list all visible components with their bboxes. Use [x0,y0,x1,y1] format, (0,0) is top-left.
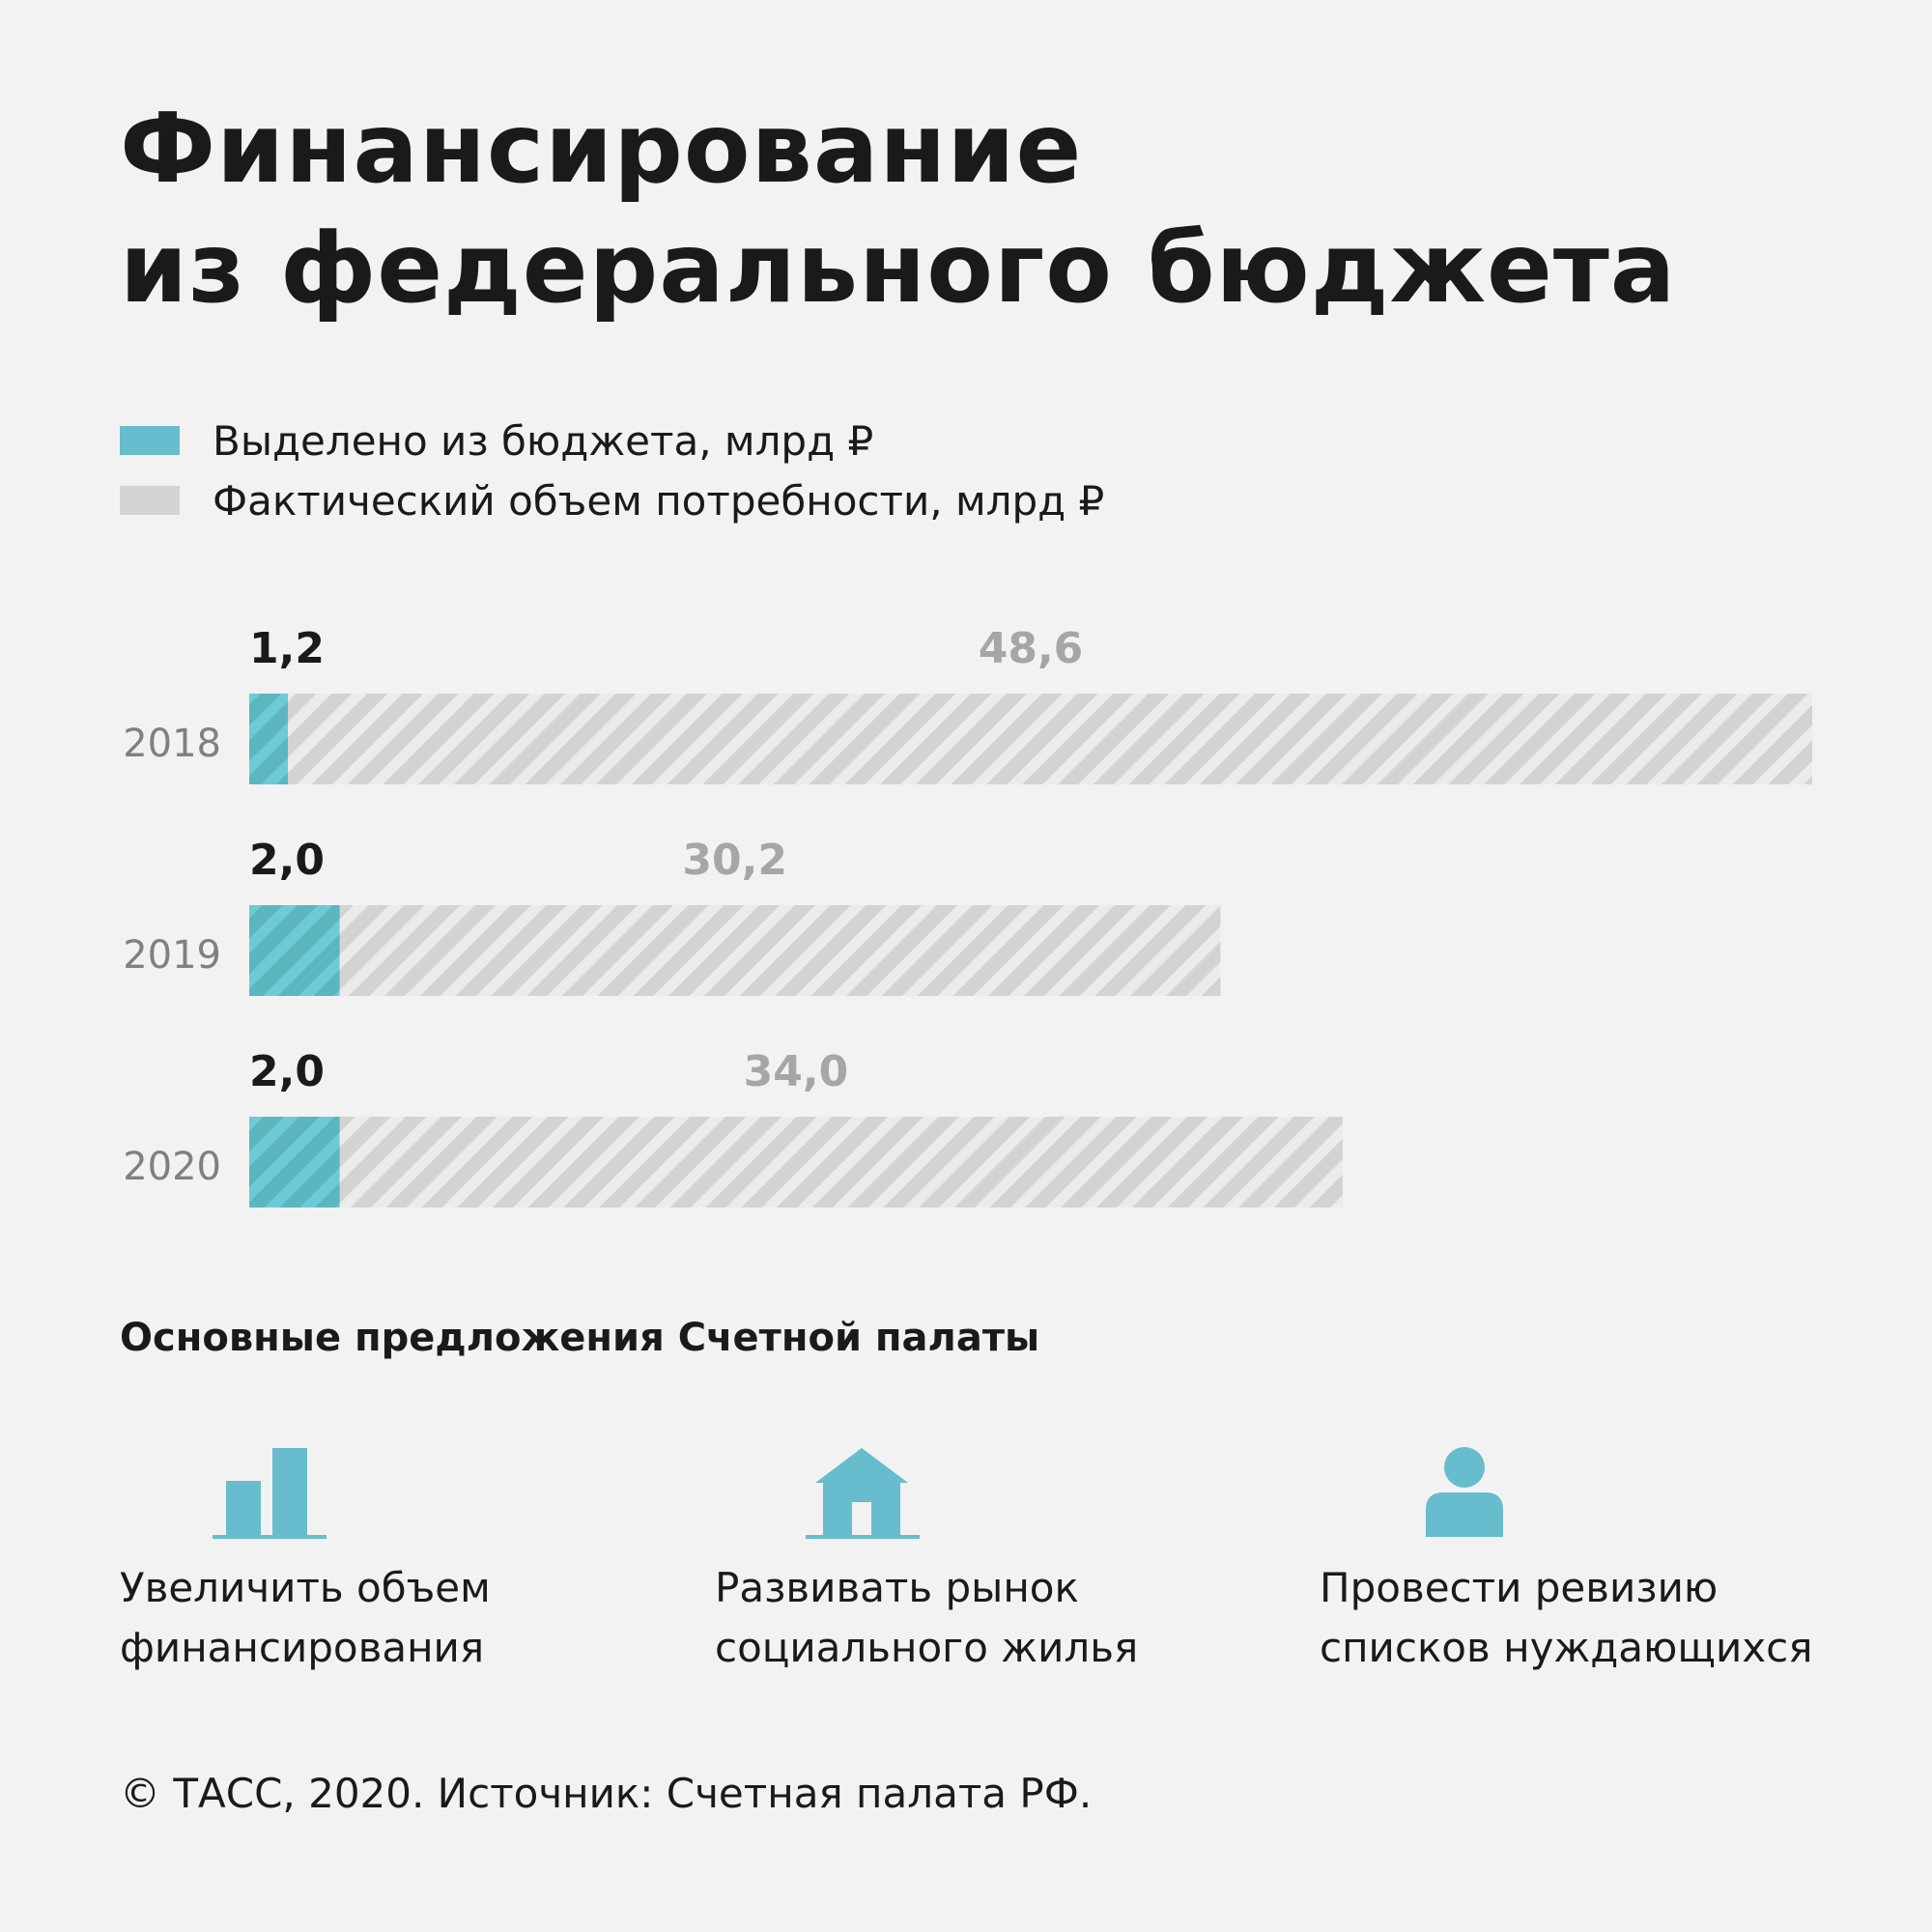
need-value-label-2018: 48,6 [979,624,1084,673]
need-value-label-2019: 30,2 [682,836,787,885]
funding-bar-chart: 2018 1,2 48,6 2019 2,0 30,2 2020 2,0 34,0 [123,624,1812,1208]
allocated-bar-2018 [249,694,288,784]
proposals-title: Основные предложения Счетной палаты [120,1316,1040,1360]
year-label-2020: 2020 [123,1145,221,1189]
allocated-value-label-2019: 2,0 [249,836,325,885]
source-footer: © ТАСС, 2020. Источник: Счетная палата Р… [120,1770,1093,1817]
legend-swatch-allocated [120,426,180,455]
chart-legend: Выделено из бюджета, млрд ₽ Фактический … [120,411,1104,530]
allocated-value-label-2020: 2,0 [249,1047,325,1096]
person-icon [1426,1447,1503,1537]
legend-item-allocated: Выделено из бюджета, млрд ₽ [120,411,1104,470]
proposal-text-3: Провести ревизию списков нуждающихся [1320,1564,1813,1671]
proposal-text-1: Увеличить объем финансирования [120,1564,491,1671]
legend-item-need: Фактический объем потребности, млрд ₽ [120,470,1104,530]
need-bar-2018 [249,694,1812,784]
need-bar-2019 [249,905,1221,996]
legend-label-need: Фактический объем потребности, млрд ₽ [213,476,1105,525]
page-title: Финансирование из федерального бюджета [120,89,1676,328]
proposal-text-2: Развивать рынок социального жилья [715,1564,1139,1671]
proposal-3: Провести ревизию списков нуждающихся [1320,1444,1812,1678]
house-icon [806,1448,920,1539]
year-label-2019: 2019 [123,933,221,978]
proposal-1: Увеличить объем финансирования [120,1444,491,1678]
allocated-bar-2020 [249,1117,340,1208]
proposal-2: Развивать рынок социального жилья [715,1444,1138,1678]
year-label-2018: 2018 [123,722,221,766]
need-value-label-2020: 34,0 [744,1047,849,1096]
need-bar-2020 [249,1117,1343,1208]
legend-swatch-need [120,486,180,515]
legend-label-allocated: Выделено из бюджета, млрд ₽ [213,416,874,465]
title-line-2: из федерального бюджета [120,212,1677,325]
allocated-value-label-2018: 1,2 [249,624,325,673]
title-line-1: Финансирование [120,92,1083,205]
allocated-bar-2019 [249,905,340,996]
bar-chart-icon [213,1448,327,1539]
